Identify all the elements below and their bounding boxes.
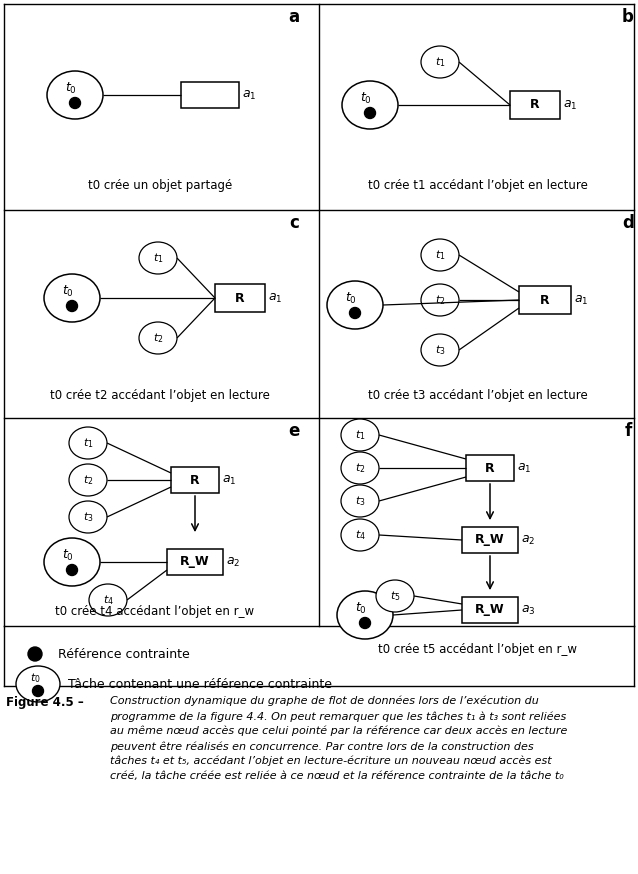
- Text: $t_2$: $t_2$: [152, 331, 163, 345]
- Text: R: R: [190, 474, 200, 487]
- Text: R: R: [485, 461, 495, 475]
- Text: $t_0$: $t_0$: [355, 600, 367, 615]
- Text: $t_4$: $t_4$: [355, 528, 366, 542]
- Ellipse shape: [376, 580, 414, 612]
- Text: $t_0$: $t_0$: [29, 671, 40, 685]
- Text: a: a: [288, 8, 300, 26]
- Text: t0 crée t3 accédant l’objet en lecture: t0 crée t3 accédant l’objet en lecture: [368, 389, 588, 401]
- Ellipse shape: [341, 485, 379, 517]
- Circle shape: [66, 565, 77, 575]
- Text: $a_2$: $a_2$: [521, 533, 535, 546]
- Ellipse shape: [341, 419, 379, 451]
- Text: Référence contrainte: Référence contrainte: [58, 648, 189, 661]
- Text: f: f: [625, 422, 632, 440]
- Circle shape: [364, 108, 376, 119]
- Ellipse shape: [44, 274, 100, 322]
- Bar: [510, 91, 560, 119]
- Ellipse shape: [421, 284, 459, 316]
- Text: $t_3$: $t_3$: [83, 510, 93, 524]
- Text: $t_0$: $t_0$: [62, 283, 74, 299]
- Text: c: c: [289, 214, 299, 232]
- Ellipse shape: [337, 591, 393, 639]
- Text: $t_3$: $t_3$: [355, 494, 366, 508]
- Text: $a_1$: $a_1$: [242, 88, 256, 101]
- Text: $t_1$: $t_1$: [434, 55, 445, 69]
- Text: $t_2$: $t_2$: [355, 461, 365, 475]
- Text: $t_0$: $t_0$: [62, 547, 74, 563]
- Text: t0 crée t5 accédant l’objet en r_w: t0 crée t5 accédant l’objet en r_w: [378, 643, 577, 656]
- Bar: [167, 549, 223, 575]
- Text: t0 crée t2 accédant l’objet en lecture: t0 crée t2 accédant l’objet en lecture: [50, 389, 270, 401]
- Text: $t_2$: $t_2$: [83, 473, 93, 487]
- Text: $t_1$: $t_1$: [434, 248, 445, 262]
- Text: $a_1$: $a_1$: [574, 294, 588, 307]
- Bar: [462, 527, 518, 553]
- Ellipse shape: [69, 464, 107, 496]
- Ellipse shape: [89, 584, 127, 616]
- Text: t0 crée t1 accédant l’objet en lecture: t0 crée t1 accédant l’objet en lecture: [368, 178, 588, 191]
- Ellipse shape: [139, 242, 177, 274]
- Bar: [181, 82, 239, 108]
- Text: R_W: R_W: [180, 556, 210, 568]
- Text: programme de la figure 4.4. On peut remarquer que les tâches t₁ à t₃ sont reliée: programme de la figure 4.4. On peut rema…: [110, 711, 567, 722]
- Ellipse shape: [16, 666, 60, 702]
- Text: $t_1$: $t_1$: [83, 436, 93, 450]
- Ellipse shape: [341, 452, 379, 484]
- Text: tâches t₄ et t₅, accédant l’objet en lecture-écriture un nouveau nœud accès est: tâches t₄ et t₅, accédant l’objet en lec…: [110, 756, 552, 766]
- Ellipse shape: [327, 281, 383, 329]
- Text: $t_0$: $t_0$: [360, 90, 372, 106]
- Text: d: d: [622, 214, 634, 232]
- Bar: [215, 284, 265, 312]
- Text: au même nœud accès que celui pointé par la référence car deux accès en lecture: au même nœud accès que celui pointé par …: [110, 726, 567, 737]
- Circle shape: [359, 618, 371, 628]
- Text: b: b: [622, 8, 634, 26]
- Ellipse shape: [421, 334, 459, 366]
- Text: Construction dynamique du graphe de flot de données lors de l’exécution du: Construction dynamique du graphe de flot…: [110, 696, 538, 706]
- Bar: [462, 597, 518, 623]
- Circle shape: [66, 301, 77, 311]
- Text: $a_1$: $a_1$: [517, 461, 531, 475]
- Text: $t_3$: $t_3$: [434, 343, 445, 357]
- Circle shape: [28, 647, 42, 661]
- Ellipse shape: [47, 71, 103, 119]
- Text: Figure 4.5 –: Figure 4.5 –: [6, 696, 84, 709]
- Circle shape: [70, 98, 80, 108]
- Text: $t_5$: $t_5$: [390, 589, 400, 603]
- Text: R: R: [530, 99, 540, 112]
- Bar: [519, 286, 571, 314]
- Text: R_W: R_W: [475, 533, 505, 546]
- Text: $a_3$: $a_3$: [521, 603, 535, 616]
- Text: $t_4$: $t_4$: [103, 593, 114, 607]
- Text: Tâche contenant une référence contrainte: Tâche contenant une référence contrainte: [68, 677, 332, 690]
- Ellipse shape: [69, 427, 107, 459]
- Ellipse shape: [69, 501, 107, 533]
- Bar: [466, 455, 514, 481]
- Text: R: R: [235, 292, 245, 304]
- Circle shape: [33, 685, 43, 697]
- Ellipse shape: [342, 81, 398, 129]
- Text: peuvent être réalisés en concurrence. Par contre lors de la construction des: peuvent être réalisés en concurrence. Pa…: [110, 741, 533, 752]
- Text: t0 crée un objet partagé: t0 crée un objet partagé: [88, 178, 232, 191]
- Ellipse shape: [421, 46, 459, 78]
- Text: $a_2$: $a_2$: [226, 556, 241, 569]
- Ellipse shape: [139, 322, 177, 354]
- Text: $a_1$: $a_1$: [222, 474, 237, 487]
- Ellipse shape: [341, 519, 379, 551]
- Ellipse shape: [421, 239, 459, 271]
- Text: $a_1$: $a_1$: [268, 291, 283, 304]
- Text: $t_1$: $t_1$: [355, 428, 366, 442]
- Text: R_W: R_W: [475, 604, 505, 616]
- Text: t0 crée t4 accédant l’objet en r_w: t0 crée t4 accédant l’objet en r_w: [56, 606, 255, 619]
- Text: e: e: [288, 422, 300, 440]
- Text: R: R: [540, 294, 550, 307]
- Text: $t_2$: $t_2$: [434, 293, 445, 307]
- Text: $t_1$: $t_1$: [152, 251, 163, 265]
- Text: $t_0$: $t_0$: [65, 80, 77, 95]
- Text: $t_0$: $t_0$: [345, 290, 357, 306]
- Text: créé, la tâche créée est reliée à ce nœud et la référence contrainte de la tâche: créé, la tâche créée est reliée à ce nœu…: [110, 771, 564, 781]
- Bar: [171, 467, 219, 493]
- Circle shape: [350, 308, 360, 318]
- Ellipse shape: [44, 538, 100, 586]
- Text: $a_1$: $a_1$: [563, 99, 577, 112]
